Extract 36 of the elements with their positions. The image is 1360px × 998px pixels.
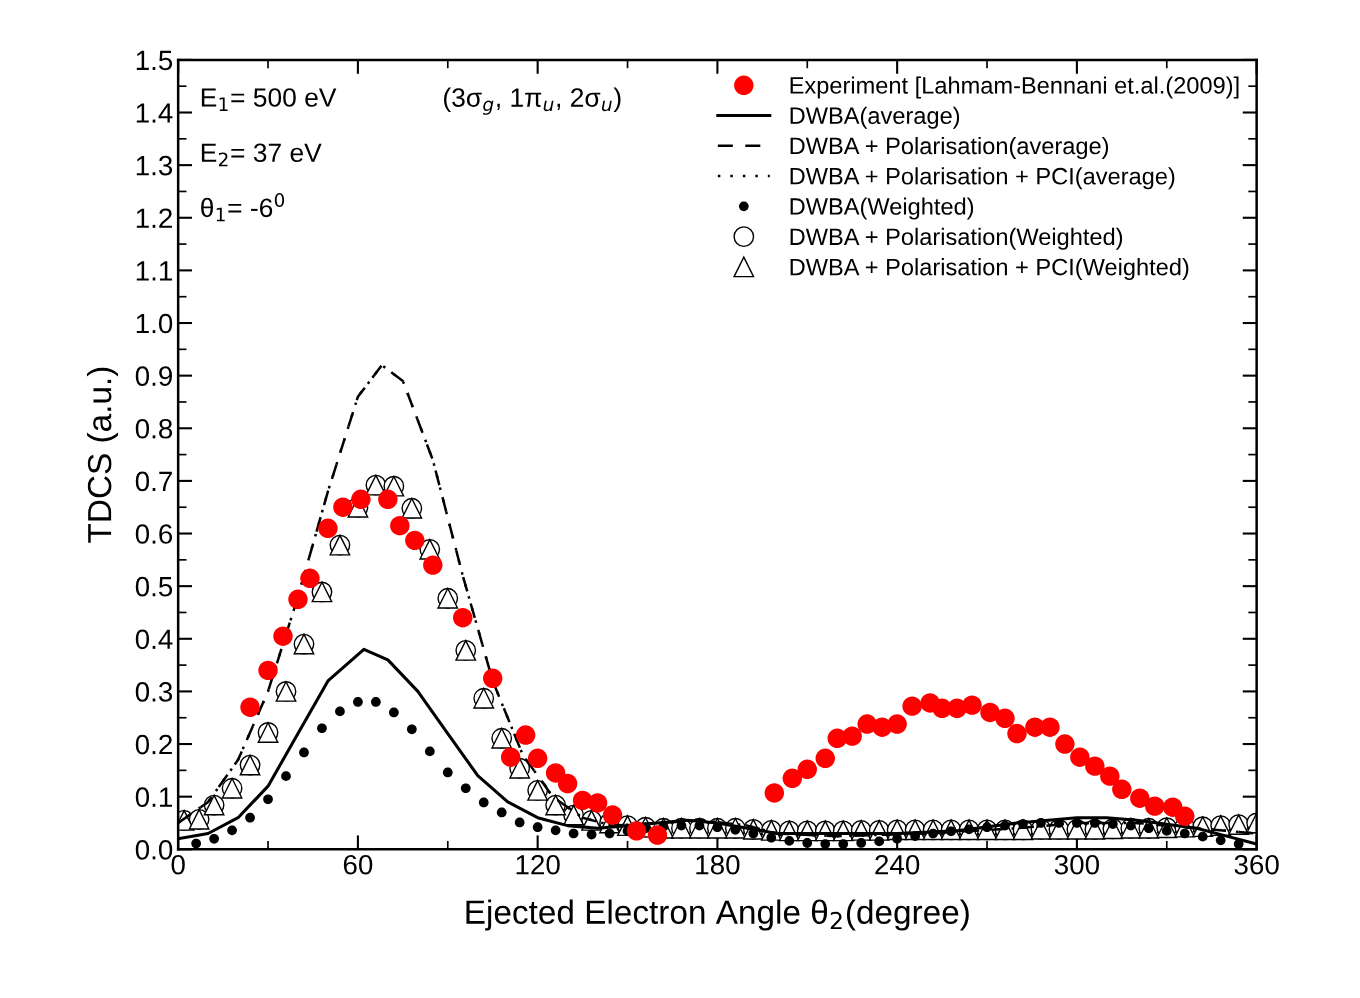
x-tick-label: 180 [696, 854, 740, 875]
legend-label: DWBA + Polarisation + PCI(average) [790, 167, 1175, 190]
legend-label: Experiment [Lahmam-Bennani et.al.(2009)] [790, 76, 1239, 99]
y-tick-label: 1.3 [136, 155, 173, 176]
y-tick-label: 0.9 [135, 366, 172, 386]
x-tick-label: 240 [875, 854, 920, 875]
annotation: E$_{1}$= 500 eV [201, 88, 337, 111]
legend-label: DWBA + Polarisation + PCI(Weighted) [790, 258, 1189, 281]
legend-label: DWBA(Weighted) [790, 197, 974, 220]
x-tick-label: 60 [343, 854, 373, 875]
y-tick-label: 1.1 [136, 261, 172, 281]
annotation: θ$_{1}$= -6$^{0}$ [201, 193, 285, 222]
legend-label: DWBA(average) [790, 106, 960, 129]
y-tick-label: 0.6 [135, 524, 173, 544]
annotation: E$_{2}$= 37 eV [201, 143, 322, 167]
y-tick-label: 0.2 [135, 734, 172, 755]
y-axis-title: TDCS (a.u.) [86, 367, 119, 543]
x-axis-title: Ejected Electron Angle θ$_{2}$(degree) [466, 899, 969, 931]
x-tick-label: 360 [1234, 854, 1279, 875]
y-tick-label: 0.0 [135, 839, 173, 860]
y-tick-label: 1.5 [136, 50, 173, 71]
x-tick-label: 0 [171, 854, 185, 875]
annotation: (3σ$_{g}$, 1π$_{u}$, 2σ$_{u}$) [444, 87, 621, 115]
y-tick-label: 1.2 [136, 208, 172, 228]
y-tick-label: 0.1 [135, 787, 172, 808]
y-tick-label: 0.3 [135, 682, 173, 702]
y-tick-label: 1.4 [136, 103, 173, 123]
y-tick-label: 0.5 [135, 576, 173, 597]
y-tick-label: 0.4 [135, 629, 173, 650]
x-tick-label: 120 [516, 854, 560, 875]
y-tick-label: 0.8 [135, 418, 173, 439]
legend-label: DWBA + Polarisation(Weighted) [790, 227, 1123, 250]
y-tick-label: 1.0 [136, 313, 173, 334]
x-tick-label: 300 [1054, 854, 1099, 875]
legend-label: DWBA + Polarisation(average) [790, 136, 1109, 159]
y-tick-label: 0.7 [135, 471, 172, 492]
